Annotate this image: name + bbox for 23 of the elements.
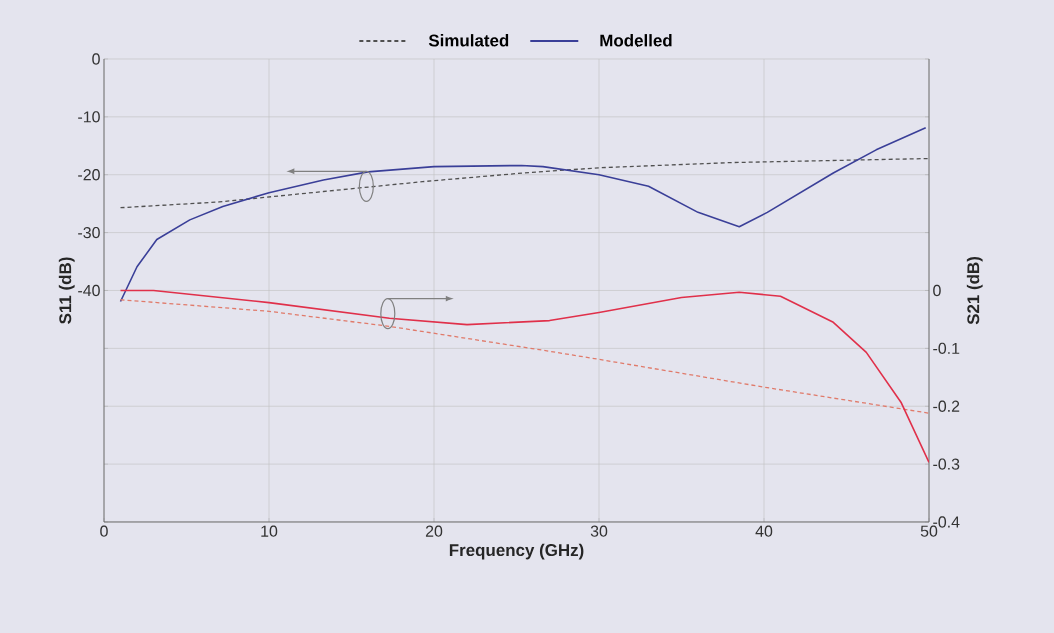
x-tick-label: 30 [590,525,608,537]
y-tick-label: -30 [78,226,100,239]
line-series [119,289,930,464]
y2-axis-title: S21 (dB) [966,257,983,325]
x-tick-label: 10 [261,525,278,537]
y2-tick-label: 0 [933,284,941,297]
line-series [119,157,930,209]
x-axis-title: Frequency (GHz) [449,543,584,560]
y2-tick-label: -0.2 [933,400,960,412]
x-tick-label: 40 [755,525,773,537]
y2-tick-label: -0.3 [933,458,960,470]
y-tick-label: 0 [92,53,100,65]
y-tick-label: -40 [78,284,100,297]
x-tick-label: 20 [425,525,443,537]
line-series [119,299,930,414]
y-tick-label: -10 [78,111,100,123]
line-series [119,127,927,303]
legend-label: Modelled [600,34,672,47]
legend-label: Simulated [428,34,509,47]
y2-tick-label: -0.1 [933,342,960,354]
x-tick-label: 0 [100,525,108,537]
y-tick-label: -20 [78,169,100,181]
y-axis-title: S11 (dB) [58,257,75,324]
